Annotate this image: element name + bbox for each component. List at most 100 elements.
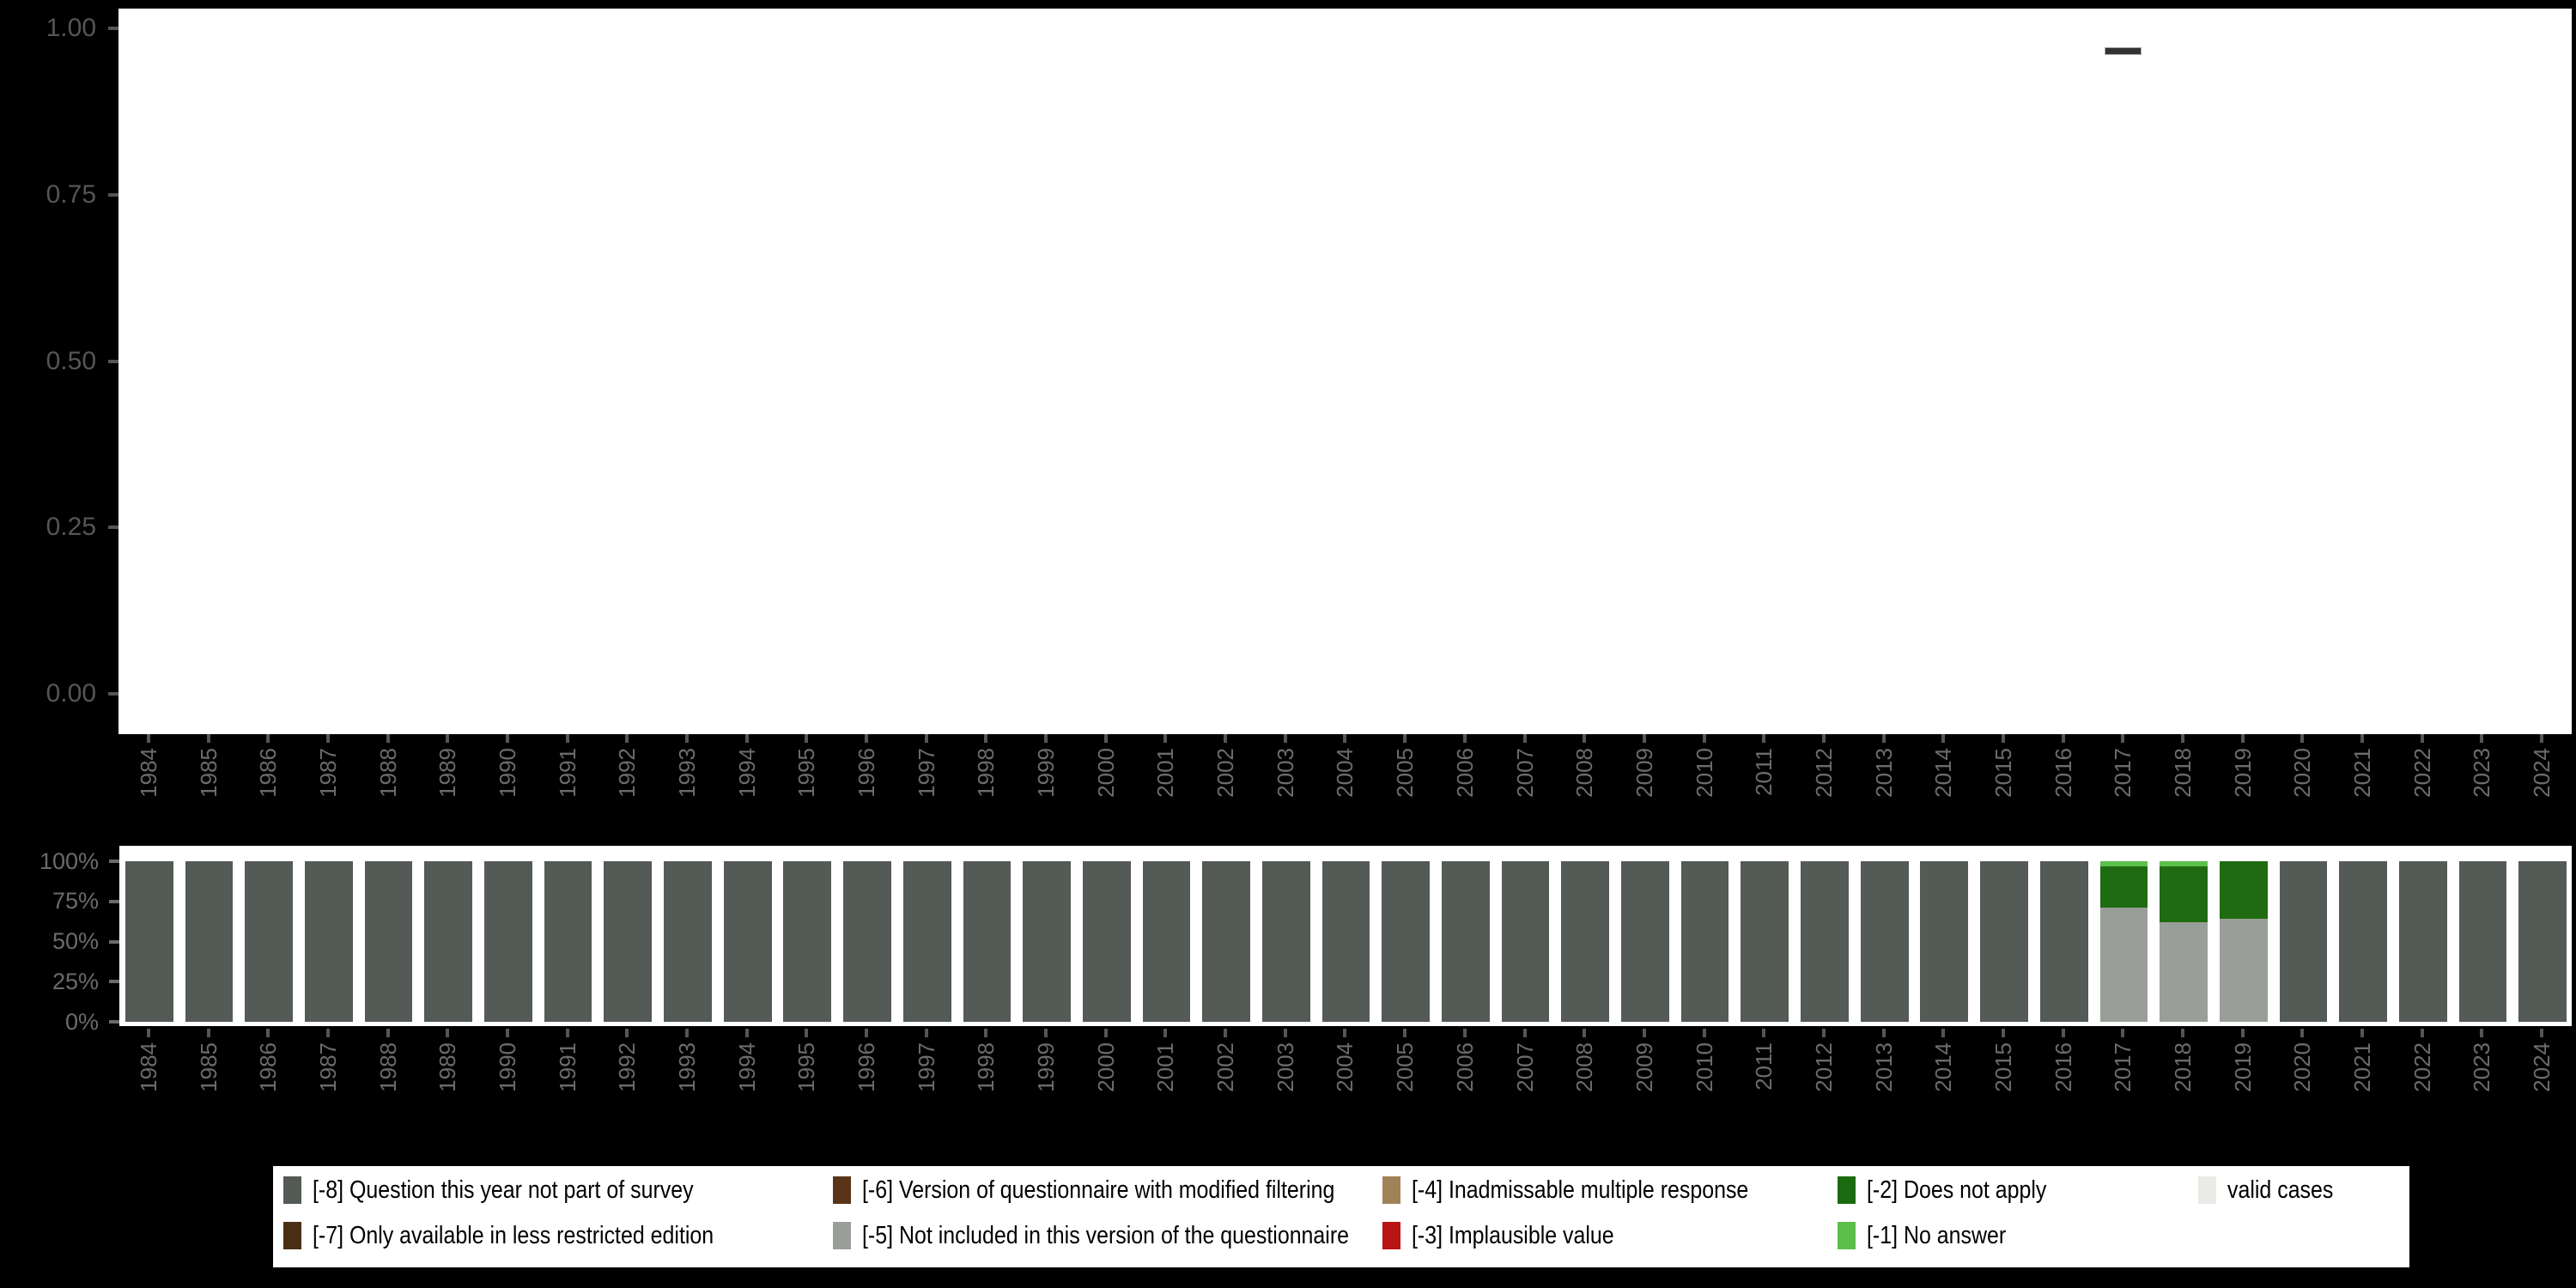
bottom-x-axis-tick-mark (146, 1029, 150, 1037)
legend-item[interactable]: valid cases (2198, 1171, 2350, 1209)
bar-segment (1680, 861, 1729, 1022)
top-x-axis-tick: 2022 (2392, 734, 2452, 824)
bottom-x-axis-tick-label: 1990 (494, 1042, 520, 1092)
legend-item[interactable]: [-4] Inadmissable multiple response (1382, 1171, 1803, 1209)
legend-item[interactable]: [-1] No answer (1838, 1217, 2029, 1255)
top-x-axis-tick: 1987 (298, 734, 358, 824)
top-x-axis-tick-label: 1989 (434, 748, 461, 798)
top-x-axis-tick: 2007 (1495, 734, 1555, 824)
legend-label: [-1] No answer (1867, 1221, 2007, 1249)
stacked-bar-2016 (2039, 861, 2088, 1022)
top-y-tick-mark (108, 192, 118, 197)
top-y-tick-mark (108, 27, 118, 30)
bottom-x-axis-tick: 2018 (2153, 1029, 2213, 1119)
stacked-bar-2009 (1621, 861, 1669, 1022)
bar-segment (2039, 861, 2088, 1022)
bottom-x-axis-tick-mark (266, 1029, 270, 1037)
bar-segment (2160, 922, 2208, 1022)
top-y-tick-label: 0.75 (46, 179, 96, 209)
bottom-x-axis-tick-mark (1224, 1029, 1228, 1037)
bottom-y-tick: 75% (0, 888, 119, 914)
bottom-x-axis-tick: 1985 (179, 1029, 239, 1119)
stacked-bar-1994 (723, 861, 772, 1022)
bar-segment (604, 861, 653, 1022)
stacked-bar-2001 (1142, 861, 1191, 1022)
bottom-x-axis-tick: 2005 (1375, 1029, 1435, 1119)
top-x-axis-tick-mark (865, 734, 869, 743)
bar-segment (1441, 861, 1490, 1022)
top-x-axis-tick-mark (266, 734, 270, 743)
bottom-x-axis-tick-label: 2017 (2110, 1042, 2136, 1092)
top-x-axis-tick: 2017 (2093, 734, 2154, 824)
legend-item[interactable]: [-8] Question this year not part of surv… (283, 1171, 756, 1209)
top-x-axis-tick: 2023 (2452, 734, 2512, 824)
top-x-axis-tick-label: 2009 (1631, 748, 1657, 798)
bottom-x-axis-tick: 1988 (358, 1029, 418, 1119)
bottom-x-axis-tick: 2017 (2093, 1029, 2154, 1119)
stacked-bar-2000 (1082, 861, 1131, 1022)
bottom-x-axis-tick: 2000 (1076, 1029, 1136, 1119)
legend-item[interactable]: [-6] Version of questionnaire with modif… (833, 1171, 1412, 1209)
bar-segment (1382, 861, 1431, 1022)
top-x-axis-tick-mark (1583, 734, 1587, 743)
bottom-x-axis-tick-mark (565, 1029, 569, 1037)
legend-item[interactable]: [-3] Implausible value (1382, 1217, 1647, 1255)
bottom-y-tick-mark (109, 1020, 119, 1024)
legend-label: [-4] Inadmissable multiple response (1412, 1176, 1749, 1204)
stacked-bar-1992 (604, 861, 653, 1022)
top-x-axis-tick-mark (565, 734, 569, 743)
bottom-x-axis-tick-mark (1163, 1029, 1168, 1037)
legend-label: [-7] Only available in less restricted e… (313, 1221, 714, 1249)
top-x-axis-tick: 2008 (1554, 734, 1614, 824)
bottom-x-axis-tick: 2015 (1973, 1029, 2033, 1119)
top-y-tick: 0.50 (0, 346, 118, 375)
top-x-axis-tick-mark (1702, 734, 1706, 743)
bottom-x-axis-tick-mark (1343, 1029, 1347, 1037)
top-x-axis-tick: 1999 (1016, 734, 1076, 824)
legend-item[interactable]: [-5] Not included in this version of the… (833, 1217, 1428, 1255)
bar-segment (305, 861, 353, 1022)
bottom-x-axis-tick-label: 2021 (2349, 1042, 2376, 1092)
top-x-axis-tick: 2020 (2273, 734, 2333, 824)
top-x-axis-tick: 1986 (238, 734, 298, 824)
bottom-x-axis-tick-mark (1522, 1029, 1527, 1037)
legend-item[interactable]: [-2] Does not apply (1838, 1171, 2075, 1209)
bar-segment (1321, 861, 1370, 1022)
top-y-tick-mark (108, 692, 118, 696)
bar-segment (364, 861, 413, 1022)
bar-segment (185, 861, 234, 1022)
top-x-axis-tick-mark (625, 734, 629, 743)
bottom-x-axis-tick: 2003 (1255, 1029, 1315, 1119)
top-x-axis-tick-label: 1996 (854, 748, 880, 798)
bottom-x-axis-tick: 2010 (1674, 1029, 1735, 1119)
bottom-y-tick: 100% (0, 848, 119, 874)
bottom-x-axis-tick: 1996 (836, 1029, 896, 1119)
bottom-x-axis-tick: 1990 (477, 1029, 538, 1119)
bottom-x-axis-tick-label: 2024 (2529, 1042, 2555, 1092)
bottom-x-axis-tick-label: 2007 (1511, 1042, 1538, 1092)
bottom-x-axis-tick-label: 2022 (2409, 1042, 2435, 1092)
top-x-axis-tick: 2024 (2512, 734, 2572, 824)
bar-segment (2219, 861, 2268, 920)
bottom-x-axis-tick-label: 1991 (554, 1042, 580, 1092)
bar-segment (664, 861, 712, 1022)
top-y-tick-label: 0.50 (46, 346, 96, 375)
stacked-bar-1995 (783, 861, 832, 1022)
top-x-axis-tick-label: 2015 (1990, 748, 2016, 798)
stacked-bar-2006 (1441, 861, 1490, 1022)
bar-segment (2339, 861, 2387, 1022)
bottom-x-axis-tick-label: 2016 (2050, 1042, 2076, 1092)
bar-segment (963, 861, 1012, 1022)
bottom-x-axis-tick-mark (2061, 1029, 2065, 1037)
bottom-x-axis-tick: 2023 (2452, 1029, 2512, 1119)
legend-swatch-icon (283, 1222, 301, 1249)
legend-item[interactable]: [-7] Only available in less restricted e… (283, 1217, 779, 1255)
top-x-axis-tick: 2003 (1255, 734, 1315, 824)
top-x-axis-tick-label: 2018 (2170, 748, 2196, 798)
bar-segment (2398, 861, 2447, 1022)
legend-label: [-2] Does not apply (1867, 1176, 2047, 1204)
bottom-x-axis-tick-mark (505, 1029, 509, 1037)
legend-swatch-icon (1838, 1176, 1856, 1204)
bottom-x-axis-tick: 1999 (1016, 1029, 1076, 1119)
stacked-bar-2012 (1801, 861, 1849, 1022)
